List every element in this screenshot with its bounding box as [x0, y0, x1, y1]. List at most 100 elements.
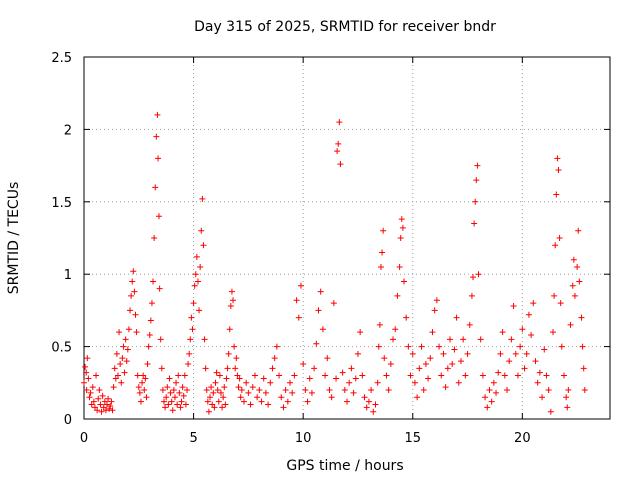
data-point — [399, 224, 406, 231]
data-point — [466, 321, 473, 328]
data-point — [567, 321, 574, 328]
data-point — [501, 372, 508, 379]
data-point — [503, 387, 510, 394]
data-point — [262, 389, 269, 396]
data-point — [221, 384, 228, 391]
data-point — [344, 398, 350, 405]
data-point — [174, 401, 181, 408]
data-point — [374, 379, 381, 386]
data-point — [372, 401, 379, 408]
data-point — [168, 398, 175, 405]
data-point — [162, 404, 169, 411]
data-point — [278, 394, 285, 401]
data-point — [477, 336, 484, 343]
data-point — [110, 384, 117, 391]
data-point — [98, 408, 105, 415]
data-point — [256, 387, 263, 394]
data-point — [219, 404, 226, 411]
data-point — [155, 213, 162, 220]
y-tick-label: 2.5 — [51, 51, 72, 66]
data-point — [403, 314, 410, 321]
data-point — [93, 372, 100, 379]
data-point — [363, 404, 370, 411]
data-point — [107, 402, 114, 409]
data-point — [265, 401, 272, 408]
data-point — [151, 235, 158, 241]
data-point — [440, 350, 447, 357]
data-point — [156, 285, 163, 292]
data-point — [482, 394, 489, 401]
data-point — [565, 387, 572, 394]
data-point — [541, 346, 548, 353]
data-point — [216, 372, 223, 379]
data-point — [447, 336, 454, 343]
data-point — [86, 394, 93, 401]
data-point — [390, 336, 397, 343]
data-point — [116, 329, 123, 336]
data-point — [211, 404, 218, 411]
data-point — [120, 343, 127, 350]
data-point — [90, 398, 97, 405]
data-point — [438, 372, 445, 379]
data-point — [392, 326, 399, 333]
data-point — [243, 379, 250, 386]
data-point — [315, 307, 322, 314]
data-point — [427, 355, 434, 362]
data-point — [173, 379, 180, 386]
data-point — [497, 350, 504, 357]
data-point — [571, 292, 578, 299]
data-point — [223, 375, 230, 382]
data-point — [335, 140, 342, 147]
data-point — [273, 343, 280, 350]
data-point — [182, 401, 189, 408]
data-point — [145, 343, 152, 350]
data-point — [190, 300, 197, 307]
data-point — [317, 288, 324, 295]
data-point — [132, 311, 139, 318]
data-point — [556, 235, 563, 241]
data-point — [547, 408, 554, 415]
data-point — [191, 282, 198, 289]
data-point — [359, 372, 366, 379]
data-point — [313, 340, 320, 347]
data-point — [333, 375, 340, 382]
data-point — [514, 372, 521, 379]
data-point — [555, 166, 562, 173]
data-point — [486, 387, 493, 394]
data-point — [495, 369, 502, 376]
data-point — [106, 405, 113, 412]
data-point — [137, 398, 144, 405]
data-point — [576, 278, 583, 285]
data-point — [108, 398, 115, 405]
data-point — [122, 336, 129, 343]
data-point — [133, 329, 140, 336]
data-point — [433, 297, 440, 304]
chart-title: Day 315 of 2025, SRMTID for receiver bnd… — [194, 19, 496, 35]
data-point — [276, 372, 283, 379]
data-point — [260, 375, 267, 382]
data-point — [212, 379, 219, 386]
data-point — [457, 358, 464, 365]
data-point — [383, 372, 390, 379]
data-point — [564, 404, 571, 411]
data-point — [324, 355, 331, 362]
x-axis-label: GPS time / hours — [286, 458, 403, 474]
data-point — [475, 271, 482, 278]
data-point — [361, 394, 368, 401]
data-point — [128, 292, 135, 299]
data-point — [143, 394, 150, 401]
data-point — [560, 372, 567, 379]
data-point — [134, 372, 141, 379]
data-point — [154, 111, 161, 118]
data-point — [539, 394, 546, 401]
data-point — [104, 401, 111, 408]
data-point — [171, 394, 178, 401]
data-point — [150, 278, 157, 285]
data-point — [114, 372, 121, 379]
data-point — [451, 346, 458, 353]
data-point — [554, 155, 561, 162]
data-point — [377, 263, 384, 270]
y-tick-label: 1.5 — [51, 196, 72, 211]
data-point — [578, 314, 585, 321]
